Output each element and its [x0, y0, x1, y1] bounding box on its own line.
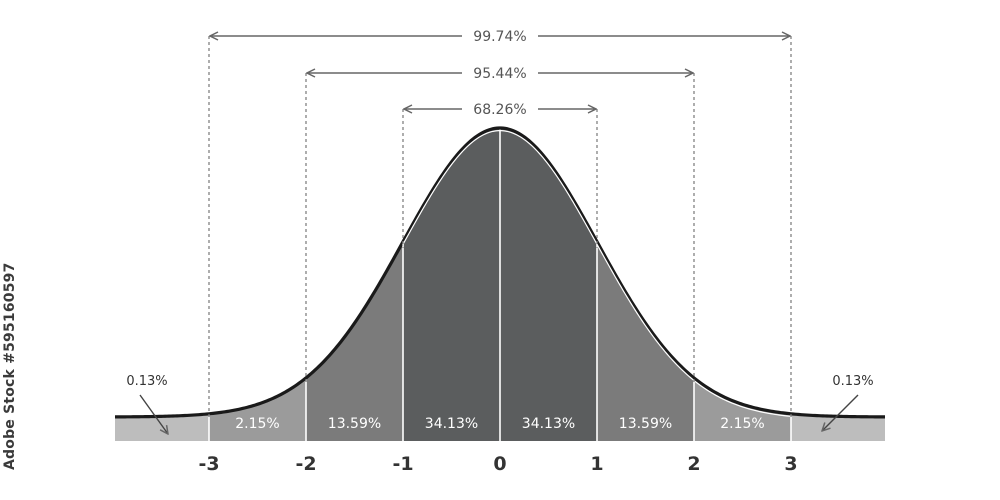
- region-label: 2.15%: [720, 416, 764, 432]
- span-label: 99.74%: [473, 29, 526, 45]
- sd-tick-label: 2: [687, 453, 700, 475]
- sd-tick-label: -2: [295, 453, 316, 475]
- sd-tick-label: 1: [590, 453, 603, 475]
- curve-highlight: [402, 130, 792, 417]
- span-label: 68.26%: [473, 102, 526, 118]
- region-label: 13.59%: [328, 416, 381, 432]
- span-label: 95.44%: [473, 66, 526, 82]
- right-tail-pointer: [822, 394, 859, 431]
- watermark-brand: Adobe Stock: [2, 368, 18, 470]
- sd-axis-ticks: -3 -2 -1 0 1 2 3: [198, 453, 797, 475]
- region-label: 34.13%: [425, 416, 478, 432]
- region-area: [209, 377, 306, 441]
- stock-id-watermark: Adobe Stock #595160597: [2, 262, 18, 470]
- sd-tick-label: 0: [493, 453, 506, 475]
- region-area: [500, 128, 597, 441]
- watermark-id: #595160597: [2, 262, 18, 364]
- region-label: 13.59%: [619, 416, 672, 432]
- region-area: [694, 377, 791, 441]
- tail-annotations: 0.13% 0.13%: [126, 374, 874, 434]
- right-tail-label: 0.13%: [832, 374, 873, 389]
- region-area: [403, 128, 500, 441]
- region-area: [597, 241, 694, 441]
- area-regions: 2.15% 13.59% 34.13% 34.13% 13.59% 2.15%: [115, 128, 885, 441]
- region-area: [306, 241, 403, 441]
- sd-tick-label: -1: [392, 453, 413, 475]
- sd-tick-label: 3: [784, 453, 797, 475]
- left-tail-pointer: [139, 394, 168, 434]
- percentage-spans: 68.26% 95.44% 99.74%: [208, 29, 792, 420]
- curve-line: [114, 126, 886, 419]
- bell-curve: [114, 126, 886, 419]
- sd-tick-label: -3: [198, 453, 219, 475]
- region-area: [791, 413, 885, 441]
- region-label: 2.15%: [235, 416, 279, 432]
- region-label: 34.13%: [522, 416, 575, 432]
- left-tail-label: 0.13%: [126, 374, 167, 389]
